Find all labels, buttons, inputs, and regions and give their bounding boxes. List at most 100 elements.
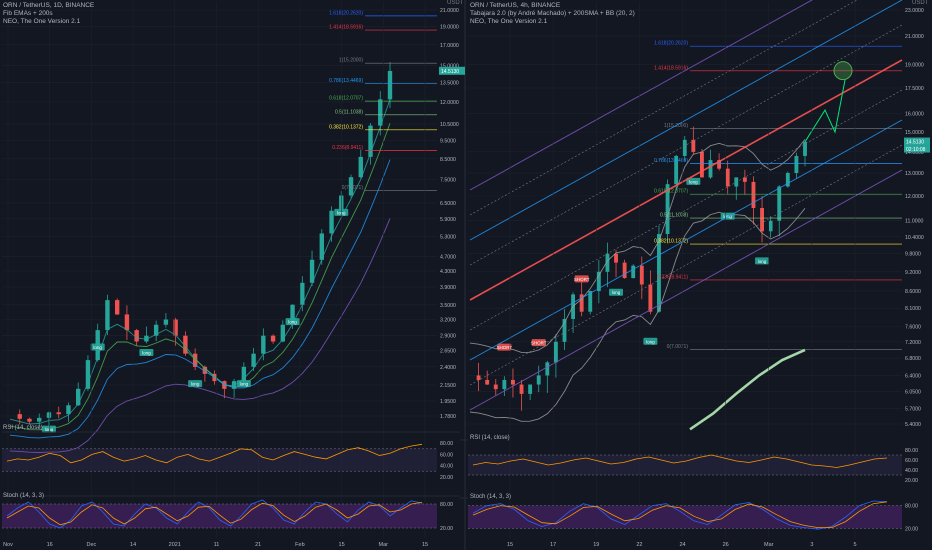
right-signal-label: SHORT [497, 345, 513, 350]
left-candle [290, 304, 295, 325]
right-candle [785, 173, 790, 187]
left-y-tick-label: 8.5000 [440, 157, 456, 163]
left-y-tick-label: 9.5000 [440, 138, 456, 144]
right-x-tick-label: 22 [636, 542, 642, 548]
right-rsi-band [468, 455, 902, 475]
right-candle [596, 271, 601, 292]
left-ma-line [9, 218, 391, 453]
right-y-tick-label: 19.0000 [905, 63, 924, 69]
left-x-tick-label: Dec [87, 542, 97, 548]
left-x-tick-label: Feb [295, 542, 304, 548]
right-candle [742, 177, 747, 182]
left-rsi-panel: 80.00 60.00 40.00 20.00 [2, 431, 460, 481]
left-y-tick-label: 4.3000 [440, 269, 456, 275]
right-rsi-y-tick-label: 40.00 [905, 468, 918, 474]
right-candle [751, 181, 756, 209]
left-candle [134, 330, 139, 342]
right-x-tick-label: 26 [723, 542, 729, 548]
left-x-tick-label: 2021 [169, 542, 181, 548]
right-y-tick-label: 8.1000 [905, 306, 921, 312]
right-x-tick-label: 3 [810, 542, 813, 548]
left-candle [37, 417, 42, 422]
left-rsi-y-tick-label: 40.00 [440, 464, 453, 470]
left-candle [17, 414, 22, 419]
left-signal-tag [188, 380, 203, 388]
left-fib-label: 1.618(20.2620) [329, 10, 363, 16]
left-fib-label: 0.5(11.1038) [335, 109, 363, 115]
left-ma-line [9, 123, 391, 431]
left-y-tick-label: 7.5000 [440, 177, 456, 183]
right-fib-label: 1.414(18.5916) [654, 65, 688, 71]
left-x-tick-label: 14 [130, 542, 136, 548]
left-y-tick-label: 19.0000 [440, 24, 459, 30]
right-currency-label: USDT [912, 0, 929, 6]
left-signal-label: long [45, 427, 54, 432]
left-header-line-3[interactable]: NEO, The One Version 2.1 [3, 18, 81, 25]
left-y-tick-label: 6.5000 [440, 201, 456, 207]
left-candle [348, 177, 354, 196]
left-candle [202, 366, 208, 374]
left-stoch-label[interactable]: Stoch (14, 3, 3) [3, 493, 45, 499]
right-rsi-label[interactable]: RSI (14, close) [470, 435, 510, 441]
left-header-line-1[interactable]: ORN / TetherUS, 1D, BINANCE [3, 2, 95, 9]
left-x-tick-label: 15 [339, 542, 345, 548]
right-y-tick-label: 14.0000 [905, 150, 924, 156]
left-candle [46, 412, 52, 418]
left-currency-label: USDT [447, 0, 464, 6]
left-y-tick-label: 2.1500 [440, 383, 456, 389]
right-candle [605, 253, 610, 272]
left-candle [76, 388, 81, 406]
left-stoch-panel: 80.00 20.00 [2, 495, 460, 532]
right-y-tick-label: 9.2000 [905, 270, 921, 276]
left-signal-label: long [191, 382, 200, 387]
left-y-tick-label: 13.5000 [440, 81, 459, 87]
right-stoch-stoch-d-line [472, 501, 888, 528]
left-fib-label: 1(15.2000) [339, 58, 364, 64]
left-signal-tag [285, 318, 300, 326]
left-rsi-band [2, 448, 437, 472]
left-candle [358, 156, 363, 178]
left-fib-label: 1.414(18.5916) [329, 25, 363, 31]
left-last-price-tag [439, 66, 465, 75]
left-rsi-y-tick-label: 60.00 [440, 452, 453, 458]
right-candle [579, 294, 584, 312]
right-candle [614, 253, 618, 263]
right-header-line-1[interactable]: ORN / TetherUS, 4h, BINANCE [470, 2, 561, 9]
right-y-tick-label: 7.2000 [905, 340, 921, 346]
right-fib-label: 0.5(11.1038) [660, 213, 688, 219]
right-candle [502, 379, 507, 390]
left-signal-tag [139, 349, 154, 357]
right-candle [725, 168, 730, 187]
left-stoch-stoch-d-line [6, 502, 423, 526]
right-candle [562, 318, 567, 342]
left-y-tick-label: 10.5000 [440, 122, 459, 128]
right-header-line-2[interactable]: Tabajara 2.0 (by André Machado) + 200SMA… [470, 10, 635, 17]
right-candle [536, 375, 541, 385]
right-header-line-3[interactable]: NEO, The One Version 2.1 [470, 18, 548, 25]
right-x-tick-label: 17 [550, 542, 556, 548]
right-stoch-label[interactable]: Stoch (14, 3, 3) [470, 494, 512, 500]
left-x-tick-label: 15 [422, 542, 428, 548]
right-candle [768, 220, 773, 232]
left-candle [114, 300, 120, 315]
right-y-tick-label: 6.8000 [905, 356, 921, 362]
right-signal-tag [531, 339, 546, 347]
left-header-line-2[interactable]: Fib EMAs + 200s [3, 10, 53, 17]
right-y-tick-label: 15.0000 [905, 130, 924, 136]
right-stoch-stoch-k-line [472, 500, 888, 530]
right-candle [493, 384, 498, 390]
right-countdown-tag [904, 145, 930, 153]
right-target-circle [833, 61, 853, 81]
right-last-price-label: 14.5130 [906, 140, 924, 146]
right-candle [545, 362, 550, 376]
left-fib-label: 0.618(12.0707) [329, 96, 363, 102]
left-candle [231, 381, 237, 389]
right-y-tick-label: 5.4000 [905, 422, 921, 428]
left-rsi-label[interactable]: RSI (14, close) [3, 425, 43, 431]
left-y-tick-label: 3.2000 [440, 318, 456, 324]
right-countdown-label: 02:10:08 [906, 147, 926, 153]
left-signal-label: long [93, 345, 102, 350]
left-fib-label: 0.382(10.1372) [329, 124, 363, 130]
right-signal-label: long [689, 179, 698, 184]
